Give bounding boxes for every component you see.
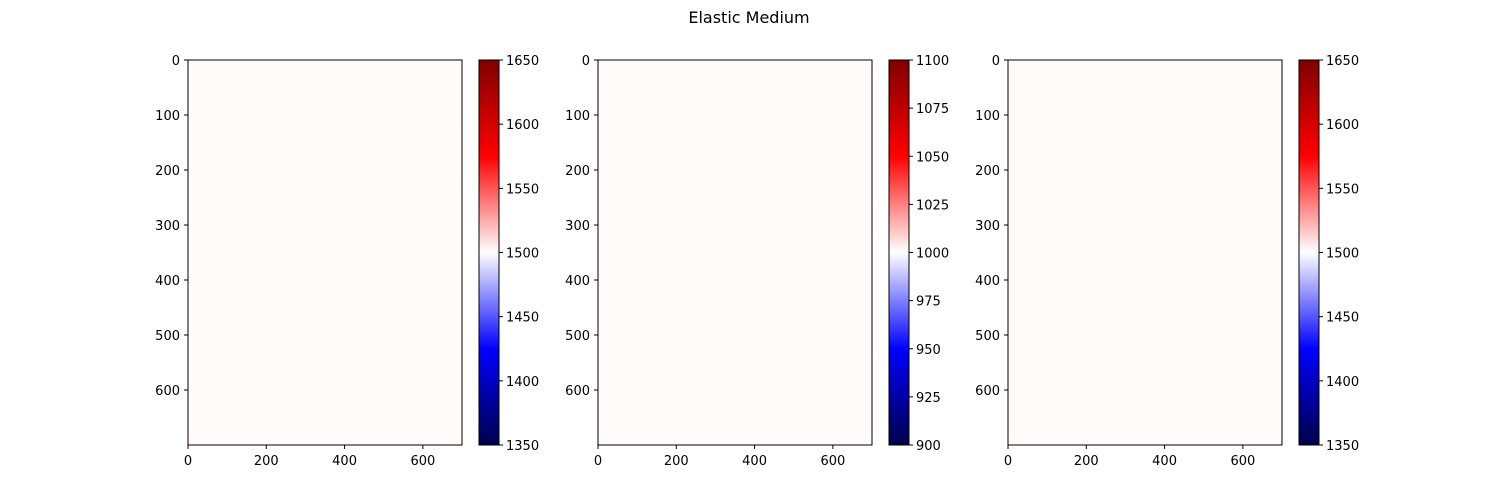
y-tick-label: 500	[975, 329, 1000, 344]
colorbar-tick-label: 1100	[916, 54, 949, 69]
colorbar-tick-label: 1350	[1326, 439, 1359, 454]
x-tick-label: 600	[1230, 454, 1255, 469]
panels: 0 200 400 600 0 100 200 300 400 500 600 1350 1400 145…	[155, 54, 1359, 469]
y-tick-label: 600	[155, 384, 180, 399]
x-tick-label: 400	[742, 454, 767, 469]
x-tick-label: 200	[254, 454, 279, 469]
y-tick-label: 600	[975, 384, 1000, 399]
colorbar-tick-label: 1500	[506, 247, 539, 262]
y-tick-label: 0	[992, 54, 1000, 69]
y-tick-label: 200	[155, 164, 180, 179]
colorbar-tick-label: 1450	[1326, 311, 1359, 326]
x-tick-label: 0	[1004, 454, 1012, 469]
y-tick-label: 0	[582, 54, 590, 69]
y-tick-label: 200	[975, 164, 1000, 179]
colorbar-tick-label: 1050	[916, 150, 949, 165]
y-tick-label: 400	[565, 274, 590, 289]
y-tick-label: 300	[565, 219, 590, 234]
y-tick-label: 500	[565, 329, 590, 344]
colorbar-tick-label: 1600	[506, 118, 539, 133]
colorbar-tick-label: 1450	[506, 311, 539, 326]
colorbar-tick-label: 1600	[1326, 118, 1359, 133]
colorbar-tick-label: 1075	[916, 102, 949, 117]
colorbar-tick-label: 900	[916, 439, 941, 454]
y-tick-label: 100	[975, 109, 1000, 124]
colorbar-tick-label: 950	[916, 343, 941, 358]
colorbar	[889, 60, 909, 445]
heatmap-image	[1008, 60, 1282, 445]
y-tick-label: 500	[155, 329, 180, 344]
y-tick-label: 100	[565, 109, 590, 124]
panel-2: 0 200 400 600 0 100 200 300 400 500 600 900 925 950 97…	[565, 54, 949, 469]
figure-title: Elastic Medium	[688, 8, 809, 27]
colorbar-tick-label: 1350	[506, 439, 539, 454]
x-tick-label: 600	[820, 454, 845, 469]
y-tick-label: 300	[155, 219, 180, 234]
colorbar	[1299, 60, 1319, 445]
y-tick-label: 400	[975, 274, 1000, 289]
colorbar-tick-label: 975	[916, 295, 941, 310]
y-tick-label: 400	[155, 274, 180, 289]
colorbar-tick-label: 1025	[916, 198, 949, 213]
colorbar-tick-label: 1500	[1326, 247, 1359, 262]
x-tick-label: 0	[594, 454, 602, 469]
y-tick-label: 0	[172, 54, 180, 69]
x-tick-label: 200	[664, 454, 689, 469]
axes-frame	[1007, 59, 1283, 446]
colorbar-tick-label: 925	[916, 391, 941, 406]
x-tick-label: 0	[184, 454, 192, 469]
panel-1: 0 200 400 600 0 100 200 300 400 500 600 1350 1400 145…	[155, 54, 539, 469]
heatmap-image	[188, 60, 462, 445]
colorbar-tick-label: 1650	[1326, 54, 1359, 69]
heatmap-image	[598, 60, 872, 445]
y-tick-label: 200	[565, 164, 590, 179]
x-tick-label: 600	[410, 454, 435, 469]
x-tick-label: 400	[1152, 454, 1177, 469]
y-tick-label: 600	[565, 384, 590, 399]
colorbar-tick-label: 1650	[506, 54, 539, 69]
colorbar-tick-label: 1400	[1326, 375, 1359, 390]
colorbar-tick-label: 1000	[916, 247, 949, 262]
panel-3: 0 200 400 600 0 100 200 300 400 500 600 1350 1400 145…	[975, 54, 1359, 469]
axes-frame	[187, 59, 463, 446]
colorbar-tick-label: 1550	[1326, 182, 1359, 197]
colorbar-tick-label: 1550	[506, 182, 539, 197]
y-tick-label: 300	[975, 219, 1000, 234]
x-tick-label: 200	[1074, 454, 1099, 469]
colorbar-tick-label: 1400	[506, 375, 539, 390]
colorbar	[479, 60, 499, 445]
axes-frame	[597, 59, 873, 446]
x-tick-label: 400	[332, 454, 357, 469]
y-tick-label: 100	[155, 109, 180, 124]
